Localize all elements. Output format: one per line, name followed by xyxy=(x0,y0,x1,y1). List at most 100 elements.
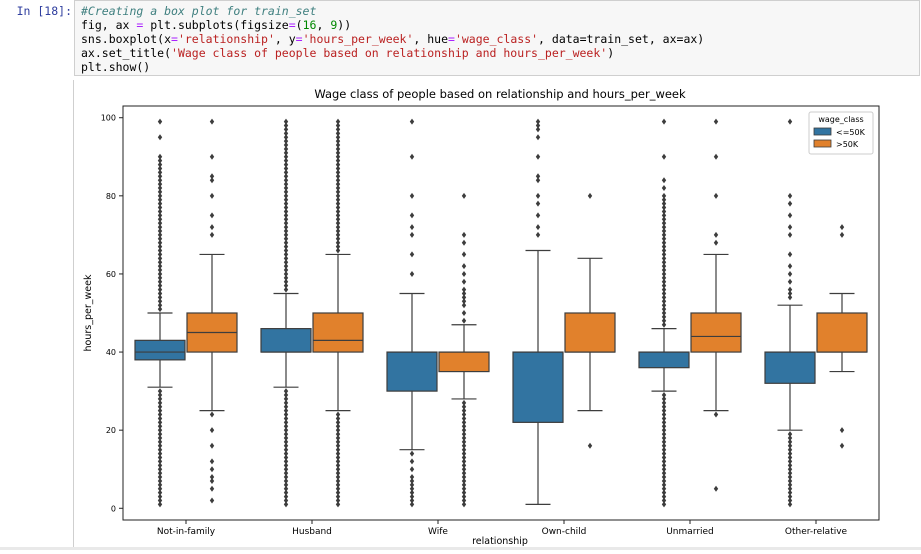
outlier-point xyxy=(661,501,667,508)
outlier-point xyxy=(661,259,667,266)
outlier-point xyxy=(661,317,667,324)
outlier-point xyxy=(587,442,593,449)
outlier-point xyxy=(409,481,415,488)
outlier-point xyxy=(283,122,289,129)
outlier-point xyxy=(283,438,289,445)
outlier-point xyxy=(661,235,667,242)
outlier-point xyxy=(535,177,541,184)
outlier-point xyxy=(787,438,793,445)
outlier-point xyxy=(335,181,341,188)
outlier-point xyxy=(335,501,341,508)
x-tick-label: Wife xyxy=(428,527,448,537)
outlier-point xyxy=(283,145,289,152)
outlier-point xyxy=(409,474,415,481)
outlier-point xyxy=(661,470,667,477)
outlier-point xyxy=(335,411,341,418)
code-editor[interactable]: #Creating a box plot for train_set fig, … xyxy=(74,0,920,76)
outlier-point xyxy=(283,138,289,145)
outlier-point xyxy=(283,407,289,414)
outlier-point xyxy=(335,434,341,441)
outlier-point xyxy=(787,493,793,500)
outlier-point xyxy=(209,231,215,238)
outlier-point xyxy=(787,470,793,477)
x-axis-label: relationship xyxy=(472,536,528,547)
outlier-point xyxy=(283,134,289,141)
outlier-point xyxy=(283,489,289,496)
chart-title: Wage class of people based on relationsh… xyxy=(314,87,686,101)
outlier-point xyxy=(461,434,467,441)
outlier-point xyxy=(335,489,341,496)
outlier-point xyxy=(661,438,667,445)
outlier-point xyxy=(283,142,289,149)
outlier-point xyxy=(787,485,793,492)
outlier-point xyxy=(535,134,541,141)
outlier-point xyxy=(335,142,341,149)
outlier-point xyxy=(335,173,341,180)
outlier-point xyxy=(335,497,341,504)
outlier-point xyxy=(839,442,845,449)
outlier-point xyxy=(787,489,793,496)
outlier-point xyxy=(661,450,667,457)
outlier-point xyxy=(461,458,467,465)
code-cell[interactable]: In [18]: #Creating a box plot for train_… xyxy=(0,0,921,78)
outlier-point xyxy=(461,462,467,469)
y-tick-label: 40 xyxy=(106,348,116,357)
outlier-point xyxy=(283,466,289,473)
box-rect xyxy=(312,312,364,353)
outlier-point xyxy=(157,306,163,313)
outlier-point xyxy=(461,251,467,258)
outlier-point xyxy=(461,310,467,316)
x-tick-label: Not-in-family xyxy=(157,527,216,537)
outlier-point xyxy=(283,157,289,164)
outlier-point xyxy=(661,192,667,199)
outlier-point xyxy=(787,474,793,481)
outlier-point xyxy=(335,118,341,125)
outlier-point xyxy=(461,466,467,473)
outlier-point xyxy=(335,192,341,199)
outlier-point xyxy=(283,208,289,215)
outlier-point xyxy=(661,489,667,496)
outlier-point xyxy=(787,212,793,219)
outlier-point xyxy=(283,181,289,188)
outlier-point xyxy=(283,474,289,481)
outlier-point xyxy=(461,270,467,277)
outlier-point xyxy=(661,286,667,293)
outlier-point xyxy=(661,458,667,465)
outlier-point xyxy=(409,231,415,238)
outlier-point xyxy=(283,392,289,399)
outlier-point xyxy=(461,407,467,414)
outlier-point xyxy=(335,216,341,223)
outlier-point xyxy=(787,431,793,438)
outlier-point xyxy=(335,227,341,234)
outlier-point xyxy=(335,196,341,203)
outlier-point xyxy=(283,419,289,426)
outlier-point xyxy=(661,282,667,289)
outlier-point xyxy=(283,282,289,289)
horizontal-scrollbar[interactable] xyxy=(0,547,921,550)
outlier-point xyxy=(157,294,163,301)
outlier-point xyxy=(335,235,341,242)
outlier-point xyxy=(713,411,719,418)
outlier-point xyxy=(661,411,667,418)
outlier-point xyxy=(661,481,667,488)
code-line-boxplot: sns.boxplot(x='relationship', y='hours_p… xyxy=(81,32,705,46)
outlier-point xyxy=(335,130,341,137)
outlier-point xyxy=(661,313,667,320)
outlier-point xyxy=(409,212,415,219)
outlier-point xyxy=(839,231,845,238)
outlier-point xyxy=(335,470,341,477)
outlier-point xyxy=(461,415,467,422)
outlier-point xyxy=(661,454,667,461)
outlier-point xyxy=(409,485,415,492)
outlier-point xyxy=(335,446,341,453)
outlier-point xyxy=(461,403,467,410)
outlier-point xyxy=(335,431,341,438)
outlier-point xyxy=(283,286,289,293)
outlier-point xyxy=(283,196,289,203)
outlier-point xyxy=(335,419,341,426)
outlier-point xyxy=(461,431,467,438)
outlier-point xyxy=(409,118,415,125)
boxplot-svg: Wage class of people based on relationsh… xyxy=(74,80,921,550)
outlier-point xyxy=(661,497,667,504)
outlier-point xyxy=(409,224,415,231)
